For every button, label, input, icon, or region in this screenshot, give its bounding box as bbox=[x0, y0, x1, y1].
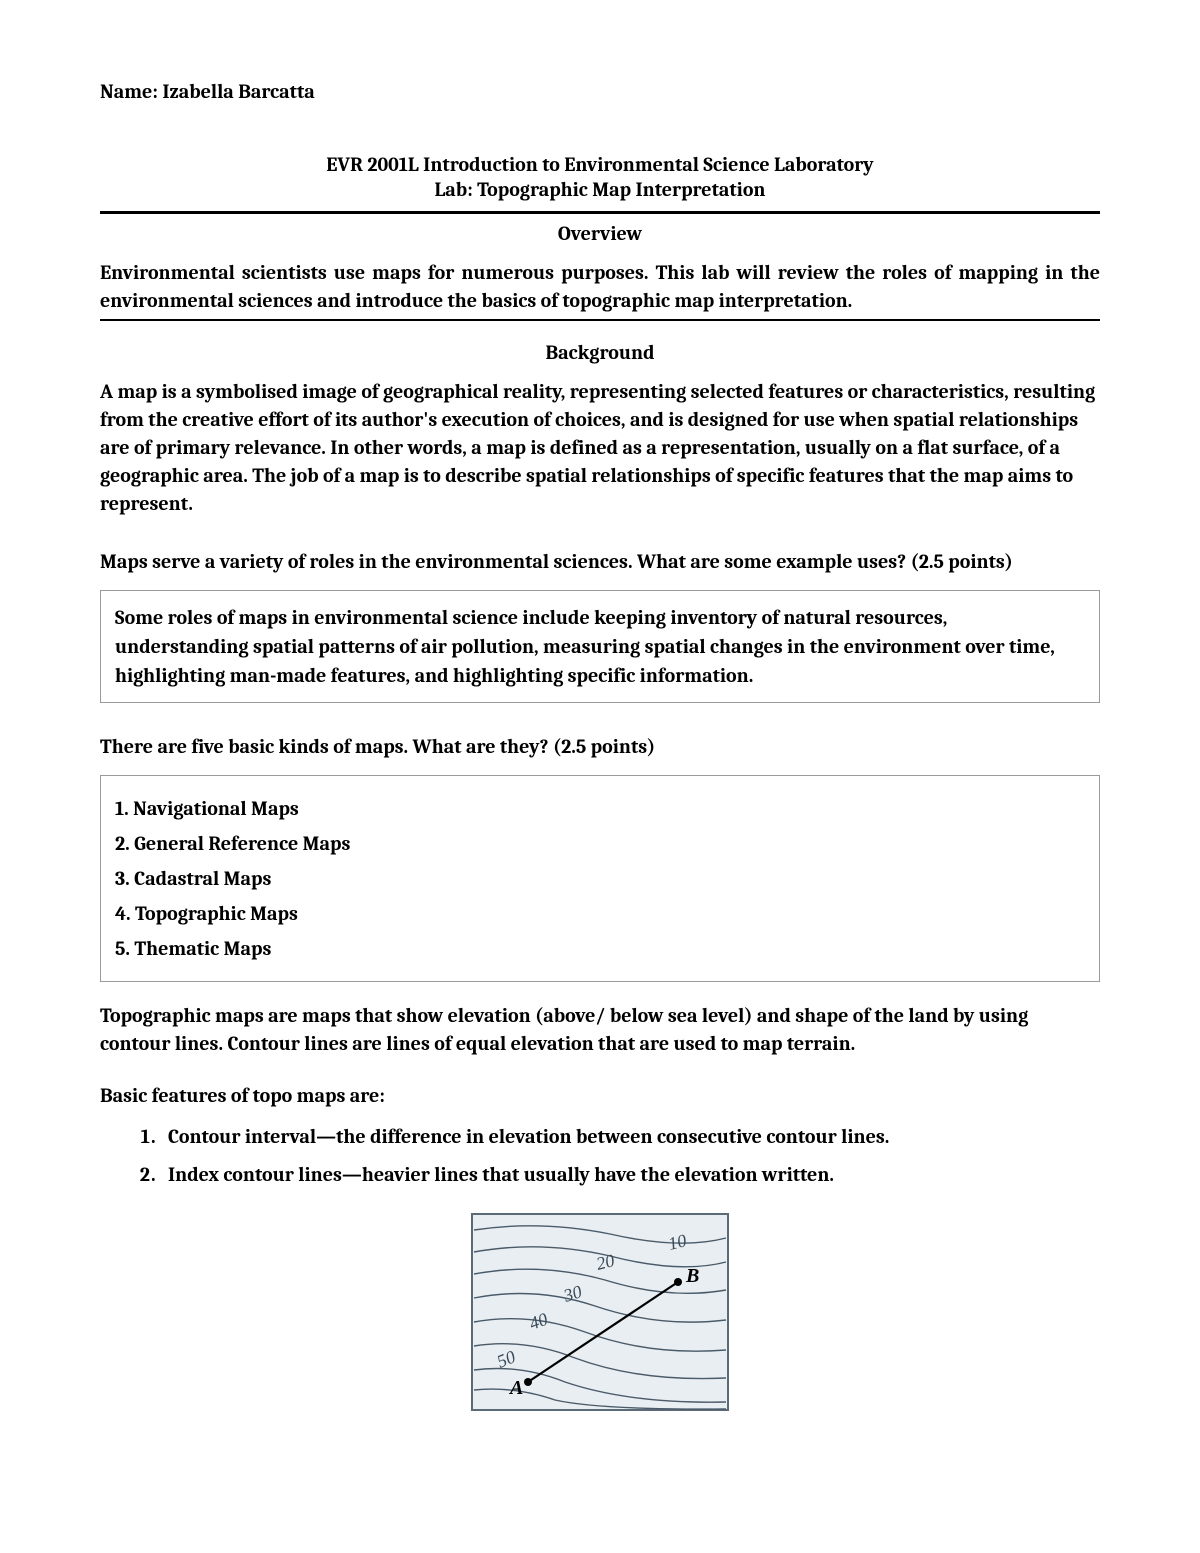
question-1: Maps serve a variety of roles in the env… bbox=[100, 548, 1100, 576]
answer-1-text: Some roles of maps in environmental scie… bbox=[115, 606, 1055, 687]
document-page: Name: Izabella Barcatta EVR 2001L Introd… bbox=[0, 0, 1200, 1553]
answer-2-item-4: 4. Topographic Maps bbox=[115, 899, 1085, 928]
answer-box-1: Some roles of maps in environmental scie… bbox=[100, 590, 1100, 703]
answer-box-2: 1. Navigational Maps 2. General Referenc… bbox=[100, 775, 1100, 982]
features-intro: Basic features of topo maps are: bbox=[100, 1082, 1100, 1110]
question-2: There are five basic kinds of maps. What… bbox=[100, 733, 1100, 761]
contour-figure: 10 20 30 40 50 A B bbox=[100, 1212, 1100, 1416]
overview-paragraph: Environmental scientists use maps for nu… bbox=[100, 259, 1100, 321]
lab-title: Lab: Topographic Map Interpretation bbox=[100, 178, 1100, 201]
feature-2: Index contour lines—heavier lines that u… bbox=[160, 1156, 1100, 1194]
background-heading: Background bbox=[100, 341, 1100, 364]
features-list: Contour interval—the difference in eleva… bbox=[140, 1118, 1100, 1194]
answer-2-item-5: 5. Thematic Maps bbox=[115, 934, 1085, 963]
overview-heading: Overview bbox=[100, 222, 1100, 245]
title-rule bbox=[100, 211, 1100, 214]
svg-text:A: A bbox=[508, 1377, 523, 1399]
topo-paragraph: Topographic maps are maps that show elev… bbox=[100, 1002, 1100, 1058]
name-label: Name: bbox=[100, 80, 162, 103]
contour-diagram-icon: 10 20 30 40 50 A B bbox=[470, 1212, 730, 1412]
answer-2-item-3: 3. Cadastral Maps bbox=[115, 864, 1085, 893]
svg-text:B: B bbox=[685, 1265, 699, 1287]
name-line: Name: Izabella Barcatta bbox=[100, 80, 1100, 103]
course-title: EVR 2001L Introduction to Environmental … bbox=[100, 151, 1100, 178]
name-value: Izabella Barcatta bbox=[162, 80, 314, 103]
background-paragraph: A map is a symbolised image of geographi… bbox=[100, 378, 1100, 518]
answer-2-item-1: 1. Navigational Maps bbox=[115, 794, 1085, 823]
answer-2-item-2: 2. General Reference Maps bbox=[115, 829, 1085, 858]
feature-1: Contour interval—the difference in eleva… bbox=[160, 1118, 1100, 1156]
